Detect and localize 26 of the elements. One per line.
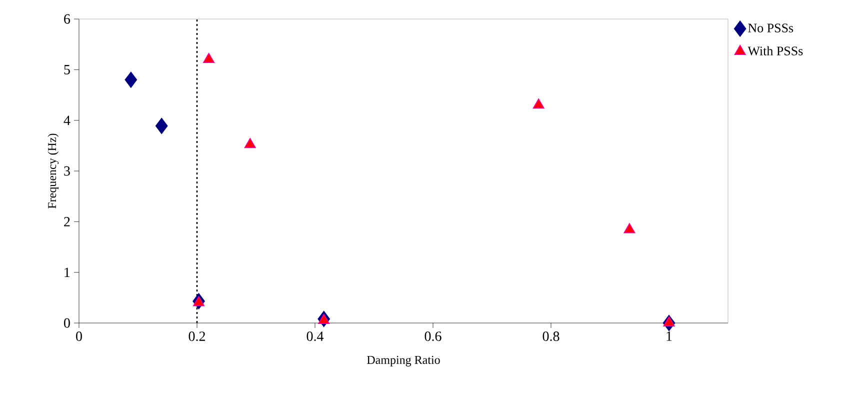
x-tick-label: 0.6 [424,332,442,342]
y-tick-label: 4 [64,116,70,125]
point [244,138,256,148]
y-tick-label: 1 [64,268,70,277]
point [203,53,214,64]
y-axis-title: Frequency (Hz) [48,134,59,208]
x-axis-title: Damping Ratio [367,356,440,366]
y-tick-label: 3 [64,166,70,176]
y-tick-label: 2 [64,217,70,226]
point [155,118,168,134]
point [124,72,138,88]
point [624,223,636,234]
legend-label: No PSSs [748,24,794,32]
y-tick-label: 5 [64,65,70,74]
point [318,314,330,324]
x-tick-label: 0 [76,332,82,341]
x-tick-label: 0.2 [188,332,205,342]
x-tick-label: 0.4 [306,332,324,342]
point [532,98,544,109]
y-tick-label: 0 [64,318,70,328]
y-tick-label: 6 [64,14,70,24]
point [663,316,675,326]
legend-label: With PSSs [748,46,803,56]
x-tick-label: 1 [666,332,672,341]
point [193,296,204,306]
x-tick-label: 0.8 [542,332,560,342]
